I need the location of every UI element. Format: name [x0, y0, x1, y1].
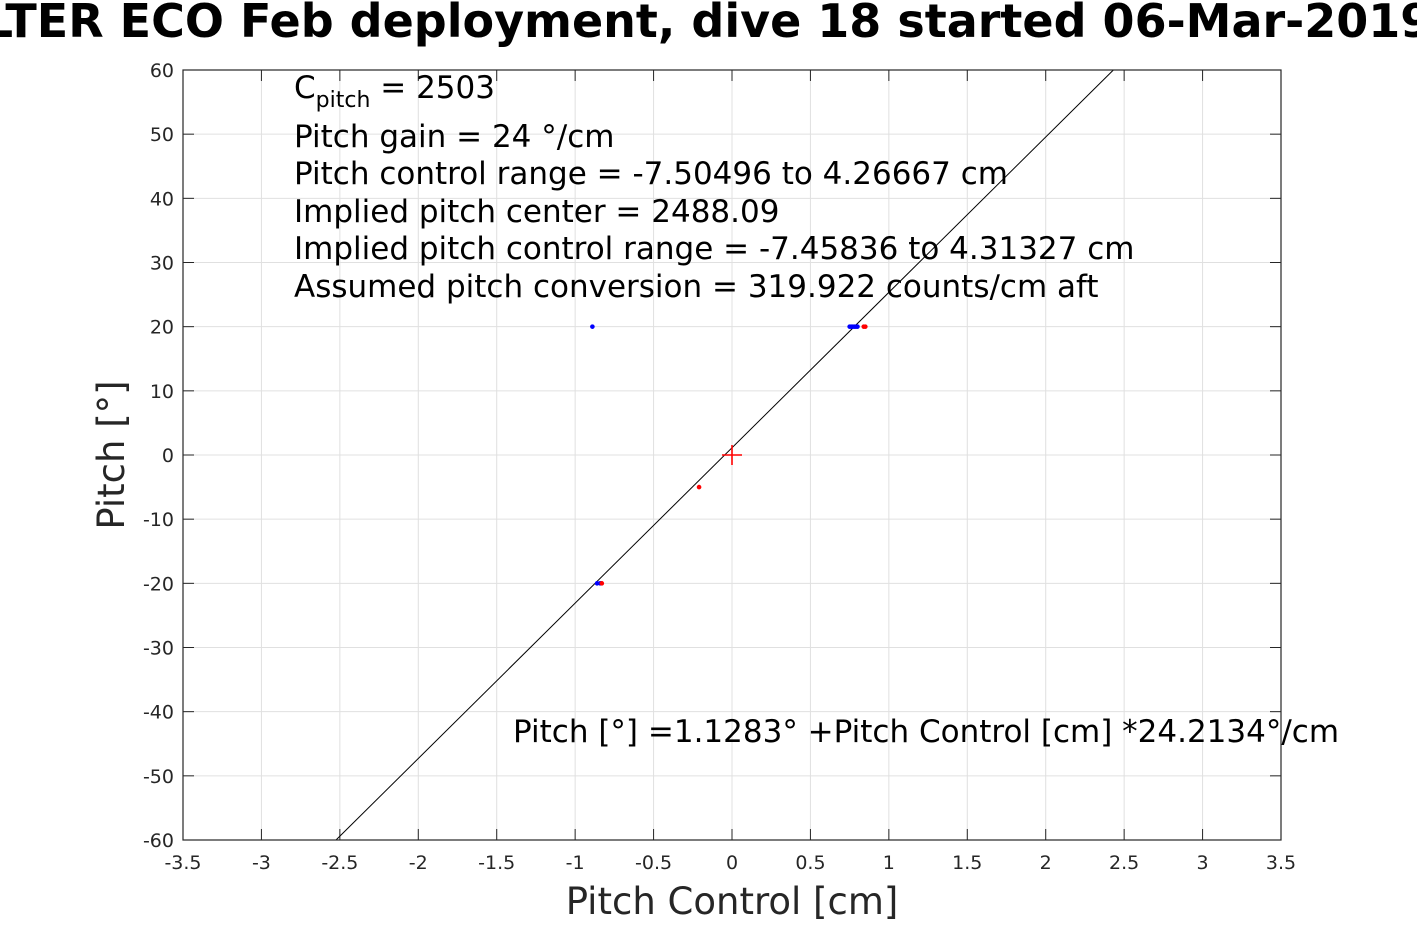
y-tick-label: 50: [150, 124, 174, 146]
x-tick-label: 0.5: [795, 852, 825, 874]
y-tick-label: 10: [150, 381, 174, 403]
y-tick-label: -50: [143, 766, 174, 788]
x-tick-label: 1.5: [952, 852, 982, 874]
x-tick-label: -1.5: [478, 852, 515, 874]
annotation-implied-range: Implied pitch control range = -7.45836 t…: [294, 231, 1135, 267]
y-tick-label: 20: [150, 317, 174, 339]
axes-box: [182, 69, 1282, 841]
y-tick-label: 30: [150, 253, 174, 275]
data-point-series-2: [599, 581, 605, 586]
annotation-pitch-gain: Pitch gain = 24 °/cm: [294, 119, 615, 155]
y-tick-label: -30: [143, 638, 174, 660]
y-tick-label: -10: [143, 509, 174, 531]
x-tick-label: 3.5: [1266, 852, 1296, 874]
x-tick-label: -3.5: [164, 852, 201, 874]
y-tick-label: 60: [150, 60, 174, 82]
y-axis-label: Pitch [°]: [90, 380, 133, 529]
x-axis-label: Pitch Control [cm]: [566, 880, 899, 923]
y-tick-label: -60: [143, 830, 174, 852]
x-tick-label: 2: [1040, 852, 1052, 874]
y-tick-label: -20: [143, 573, 174, 595]
x-tick-label: -1: [566, 852, 585, 874]
annotation-implied-center: Implied pitch center = 2488.09: [294, 194, 780, 230]
data-point-series-1: [590, 324, 595, 329]
x-tick-label: -2: [409, 852, 428, 874]
y-tick-label: -40: [143, 702, 174, 724]
x-tick-label: -3: [252, 852, 271, 874]
x-tick-label: 1: [883, 852, 895, 874]
annotation-conversion: Assumed pitch conversion = 319.922 count…: [294, 269, 1099, 305]
c-pitch-symbol: C: [294, 70, 316, 106]
data-point-series-1: [855, 324, 860, 329]
y-tick-label: 0: [162, 445, 174, 467]
y-tick-label: 40: [150, 188, 174, 210]
x-tick-label: 3: [1197, 852, 1209, 874]
annotation-c-pitch: Cpitch = 2503: [294, 70, 495, 113]
c-pitch-subscript: pitch: [315, 88, 371, 113]
x-tick-label: -0.5: [635, 852, 672, 874]
c-pitch-value: = 2503: [370, 70, 495, 106]
annotation-fit-equation: Pitch [°] =1.1283° +Pitch Control [cm] *…: [513, 714, 1340, 750]
x-tick-label: 0: [726, 852, 738, 874]
x-tick-label: 2.5: [1109, 852, 1139, 874]
chart-title: LTER ECO Feb deployment, dive 18 started…: [0, 0, 1417, 48]
annotation-control-range: Pitch control range = -7.50496 to 4.2666…: [294, 156, 1008, 192]
data-point-series-2: [696, 484, 702, 490]
x-tick-label: -2.5: [321, 852, 358, 874]
data-point-series-2: [863, 324, 868, 329]
